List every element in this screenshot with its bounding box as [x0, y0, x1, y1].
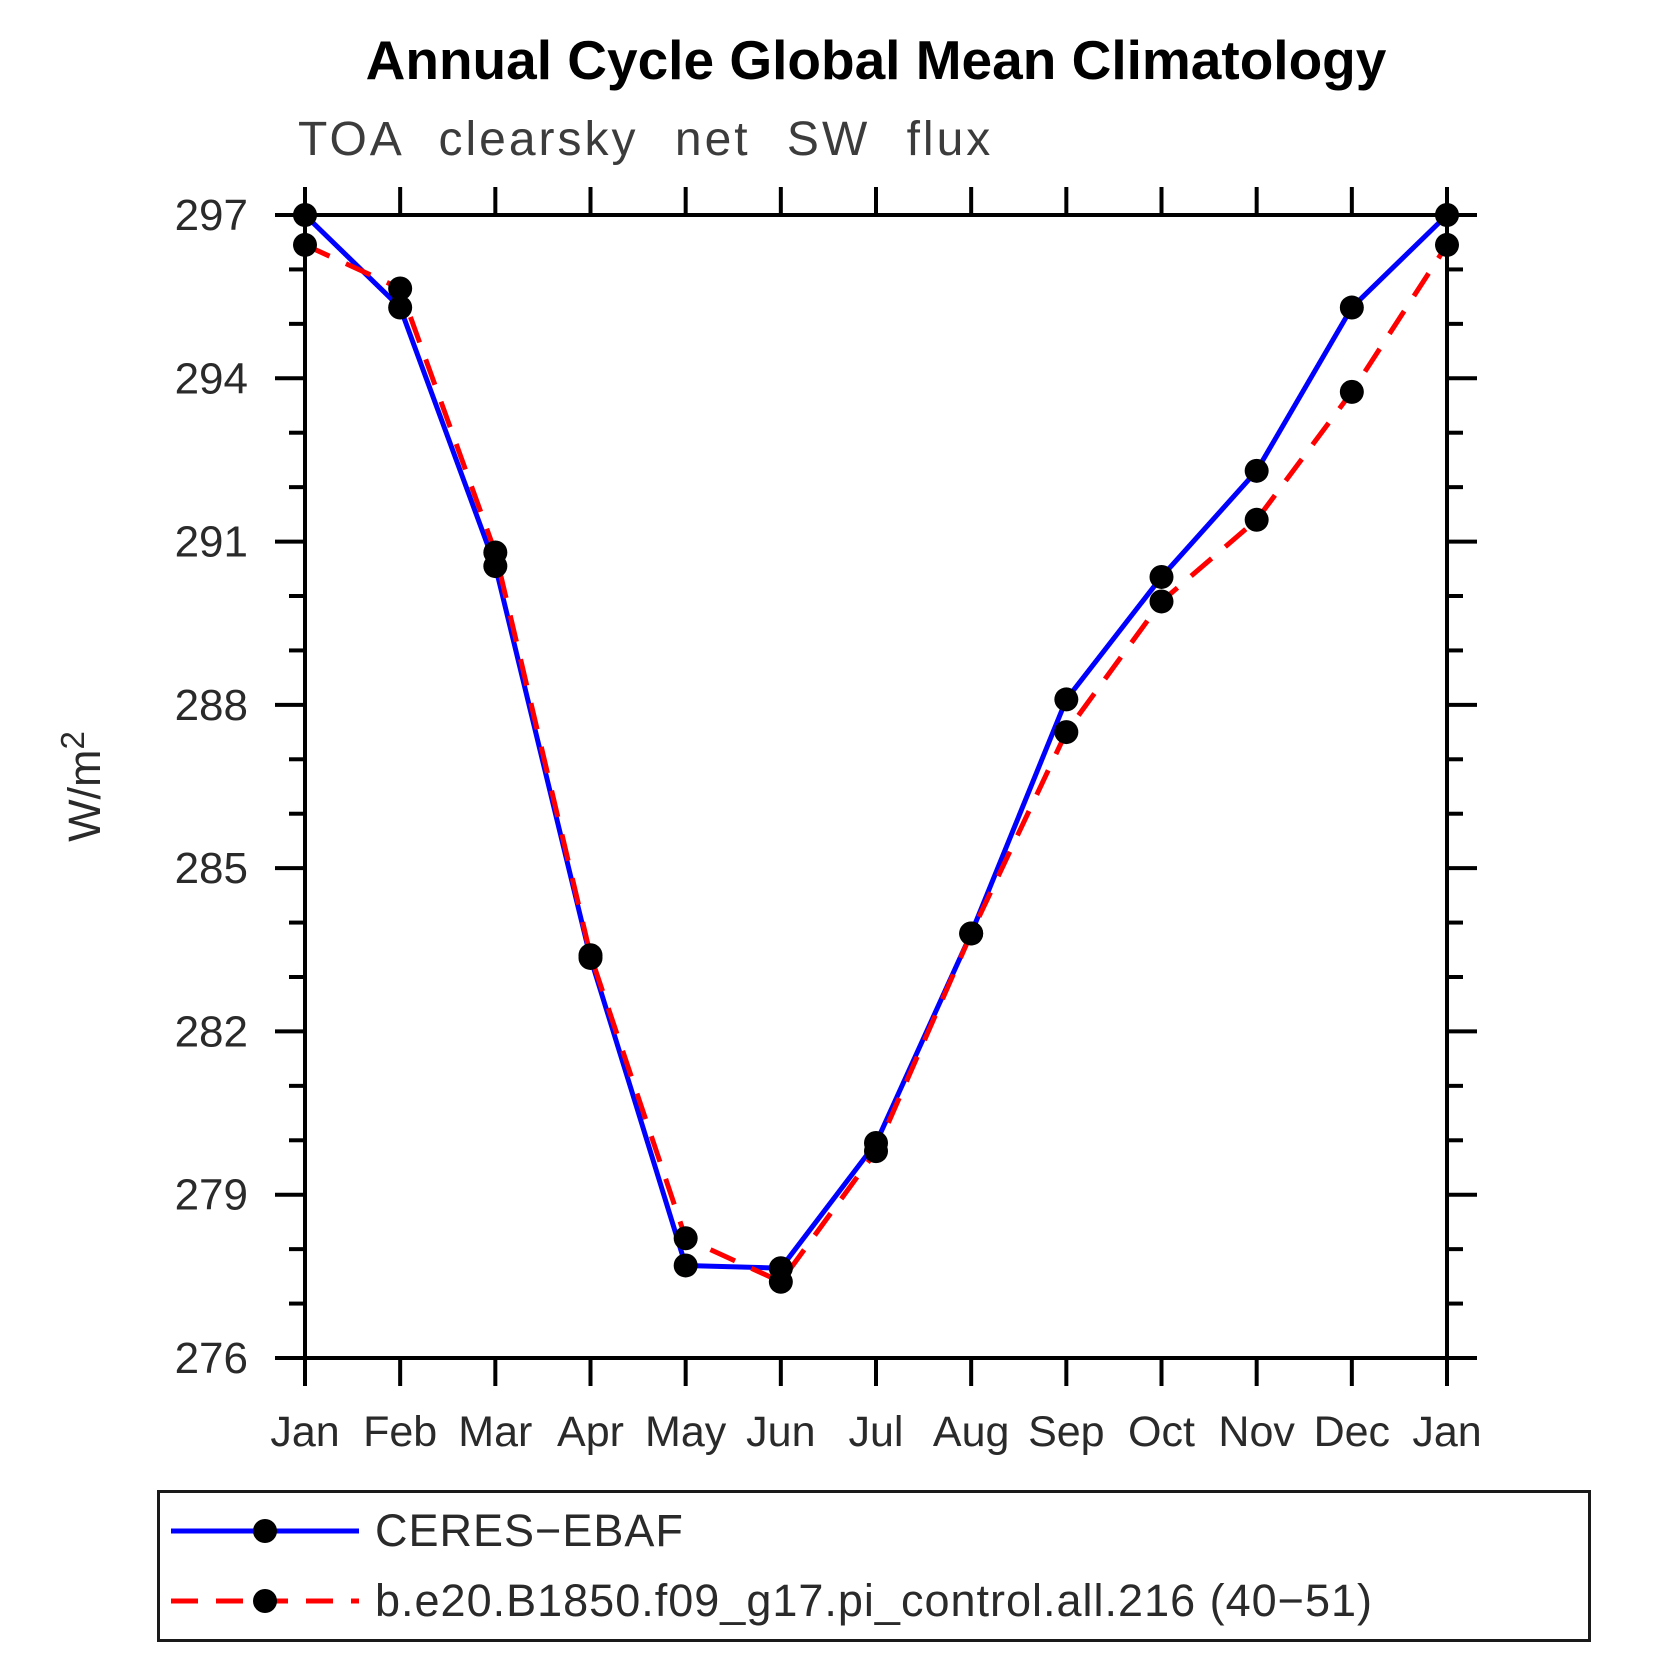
- x-tick-label: Jun: [746, 1408, 815, 1456]
- legend-line-sample-dashed: [171, 1589, 359, 1613]
- legend-item-model: b.e20.B1850.f09_g17.pi_control.all.216 (…: [160, 1566, 1588, 1636]
- data-point-marker-1: [483, 540, 508, 565]
- data-point-marker-0: [1244, 458, 1269, 483]
- data-point-marker-0: [1054, 687, 1079, 712]
- y-tick-label: 297: [175, 191, 248, 240]
- legend: CERES−EBAF b.e20.B1850.f09_g17.pi_contro…: [157, 1490, 1591, 1642]
- data-point-marker-1: [293, 232, 317, 257]
- data-point-marker-1: [1244, 507, 1269, 532]
- data-point-marker-1: [959, 921, 984, 946]
- y-tick-label: 288: [175, 681, 248, 730]
- data-point-marker-0: [1435, 203, 1459, 227]
- legend-label-ceres: CERES−EBAF: [375, 1505, 684, 1556]
- data-point-marker-1: [768, 1269, 793, 1294]
- x-tick-label: Apr: [557, 1408, 624, 1456]
- x-tick-label: Feb: [363, 1408, 437, 1456]
- legend-marker-dot-icon: [253, 1519, 277, 1543]
- x-tick-label: Nov: [1218, 1408, 1295, 1456]
- y-tick-label: 294: [175, 354, 248, 403]
- x-tick-label: Dec: [1314, 1408, 1390, 1456]
- data-point-marker-1: [578, 943, 603, 968]
- y-tick-label: 279: [175, 1171, 248, 1220]
- data-point-marker-0: [1339, 295, 1364, 320]
- data-point-marker-0: [293, 203, 317, 227]
- x-tick-label: May: [645, 1408, 727, 1456]
- x-tick-label: Sep: [1028, 1408, 1105, 1456]
- data-point-marker-1: [1054, 720, 1079, 745]
- x-tick-label: Jan: [1412, 1408, 1481, 1456]
- series-line-1: [303, 242, 1450, 1285]
- legend-label-model: b.e20.B1850.f09_g17.pi_control.all.216 (…: [375, 1575, 1373, 1626]
- x-tick-label: Oct: [1128, 1408, 1195, 1456]
- data-point-marker-1: [1339, 379, 1364, 404]
- y-tick-label: 282: [175, 1007, 248, 1056]
- legend-line-sample-solid: [171, 1519, 359, 1543]
- x-tick-label: Jan: [270, 1408, 339, 1456]
- data-point-marker-1: [1435, 232, 1459, 257]
- chart-title: Annual Cycle Global Mean Climatology: [365, 29, 1387, 91]
- data-point-marker-1: [673, 1226, 698, 1251]
- y-tick-label: 276: [175, 1334, 248, 1383]
- legend-marker-dot-icon: [253, 1589, 277, 1613]
- plot-frame: [303, 213, 1449, 1360]
- x-tick-label: Aug: [933, 1408, 1010, 1456]
- series-line-0: [303, 213, 1449, 1271]
- data-point-marker-0: [1149, 564, 1174, 589]
- data-point-marker-0: [673, 1253, 698, 1278]
- x-tick-label: Mar: [458, 1408, 532, 1456]
- data-point-marker-1: [1149, 589, 1174, 614]
- y-tick-label: 285: [175, 844, 248, 893]
- data-point-marker-1: [864, 1139, 888, 1164]
- x-tick-label: Jul: [849, 1408, 904, 1456]
- data-point-marker-0: [388, 295, 413, 320]
- y-tick-label: 291: [175, 518, 248, 567]
- data-point-marker-1: [388, 276, 413, 301]
- y-axis-title: W/m2: [54, 731, 110, 842]
- chart-subtitle: TOA clearsky net SW flux: [298, 113, 994, 166]
- legend-item-ceres: CERES−EBAF: [160, 1496, 1588, 1566]
